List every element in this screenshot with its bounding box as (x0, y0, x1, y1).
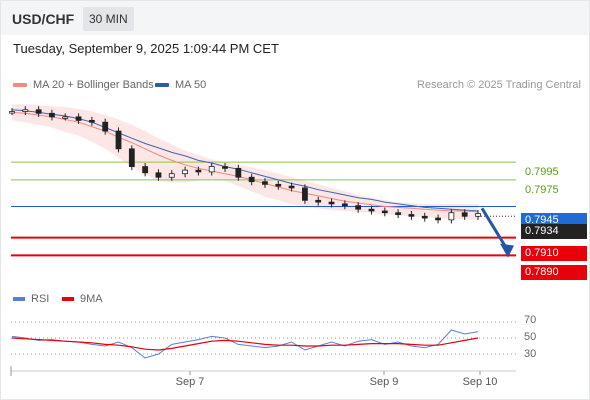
candle-body (155, 172, 162, 178)
symbol-label: USD/CHF (12, 11, 75, 27)
candle-body (368, 208, 375, 212)
legend-ma20: MA 20 + Bollinger Bands (13, 79, 154, 91)
candle-body (128, 148, 135, 167)
rsi-swatch (13, 297, 25, 302)
candle-body (448, 212, 455, 221)
candle-body (22, 109, 29, 112)
credit-label: Research © 2025 Trading Central (416, 79, 581, 91)
legend-ma50: MA 50 (155, 79, 206, 91)
candle-body (395, 212, 402, 215)
candle-body (435, 217, 441, 221)
ma50-swatch (155, 83, 169, 88)
candle-body (381, 210, 388, 214)
candle-body (328, 201, 335, 205)
candle-body (235, 167, 242, 178)
candle-body (195, 169, 202, 173)
candle-body (262, 181, 268, 185)
bollinger-band-area (12, 104, 478, 220)
candle-body (9, 111, 15, 114)
candle-body (49, 112, 55, 118)
candle-body (315, 199, 322, 203)
x-tick-sep7: Sep 7 (175, 376, 205, 388)
candle-body (341, 203, 348, 207)
chart-header: USD/CHF 30 MIN (1, 1, 589, 35)
candle-body (475, 213, 481, 217)
support-label-2: 0.7890 (521, 265, 587, 280)
rsi-tick-70: 70 (524, 314, 537, 326)
candle-body (182, 169, 188, 175)
legend-ma20-label: MA 20 + Bollinger Bands (33, 79, 154, 91)
candle-body (142, 166, 149, 174)
datetime-label: Tuesday, September 9, 2025 1:09:44 PM CE… (13, 41, 279, 56)
candle-body (35, 109, 42, 114)
projection-arrow-shaft (480, 207, 508, 249)
candle-body (168, 173, 175, 178)
x-tick-sep10: Sep 10 (462, 376, 498, 388)
candle-body (102, 121, 109, 132)
candle-body (62, 116, 69, 119)
candle-body (75, 116, 82, 121)
candle-body (421, 215, 428, 219)
rsi-tick-30: 30 (524, 348, 537, 360)
candle-body (408, 214, 415, 217)
legend-9ma: 9MA (62, 293, 103, 305)
candle-body (302, 187, 308, 201)
candle-body (355, 205, 362, 210)
current-price-label: 0.7934 (521, 224, 587, 239)
support-label-1: 0.7910 (521, 246, 587, 261)
x-tick-sep9: Sep 9 (369, 376, 399, 388)
legend-9ma-label: 9MA (80, 293, 103, 305)
projection-arrow-head (500, 243, 514, 258)
legend-rsi-label: RSI (31, 293, 50, 305)
legend-ma50-label: MA 50 (175, 79, 207, 91)
candle-body (115, 130, 122, 150)
timeframe-badge[interactable]: 30 MIN (83, 7, 134, 31)
candle-body (88, 120, 95, 123)
legend-rsi: RSI (13, 293, 49, 305)
ma20-line (11, 111, 479, 213)
rsi-ma-line (11, 337, 479, 351)
candle-body (222, 166, 228, 169)
candle-body (288, 185, 295, 189)
ma20-swatch (13, 83, 27, 88)
rsi-line (11, 329, 479, 359)
rsi-ma-swatch (62, 297, 74, 302)
candle-body (248, 176, 255, 183)
candle-body (208, 166, 215, 173)
candle-body (275, 183, 282, 187)
resistance-label-1: 0.7995 (525, 166, 559, 178)
candle-body (461, 212, 468, 217)
resistance-label-2: 0.7975 (525, 184, 559, 196)
rsi-tick-50: 50 (524, 331, 537, 343)
